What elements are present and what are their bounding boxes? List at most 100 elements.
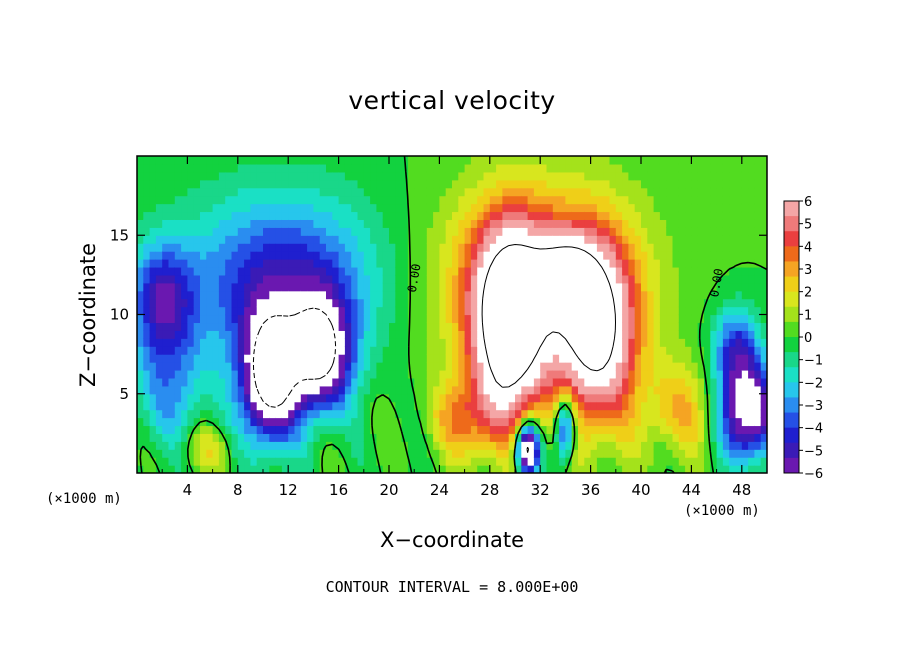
heat-cell <box>263 377 270 387</box>
heat-cell <box>344 195 352 205</box>
heat-cell <box>641 417 648 427</box>
heat-cell <box>300 187 308 197</box>
heat-cell <box>672 195 680 205</box>
heat-cell <box>174 251 182 260</box>
heat-cell <box>634 338 642 347</box>
heat-cell <box>326 369 333 379</box>
heat-cell <box>420 457 428 466</box>
heat-cell <box>231 330 239 339</box>
heat-cell <box>527 441 535 450</box>
heat-cell <box>754 306 762 316</box>
heat-cell <box>307 425 314 434</box>
heat-cell <box>225 441 233 450</box>
heat-cell <box>269 314 277 324</box>
heat-cell <box>666 274 674 284</box>
heat-cell <box>685 251 692 260</box>
heat-cell <box>155 251 163 260</box>
heat-cell <box>584 433 592 442</box>
heat-cell <box>603 377 611 387</box>
heat-cell <box>376 187 384 197</box>
heat-cell <box>300 449 308 458</box>
heat-cell <box>458 354 466 363</box>
heat-cell <box>546 314 554 324</box>
heat-cell <box>596 187 604 197</box>
heat-cell <box>647 417 655 427</box>
heat-cell <box>584 314 592 324</box>
heat-cell <box>470 457 478 466</box>
heat-cell <box>489 393 497 403</box>
heat-cell <box>729 441 737 450</box>
heat-cell <box>162 298 170 308</box>
heat-cell <box>363 449 371 458</box>
heat-cell <box>313 179 321 189</box>
heat-cell <box>634 290 642 300</box>
heat-cell <box>666 441 674 450</box>
heat-cell <box>162 362 170 371</box>
heat-cell <box>609 243 617 252</box>
heat-cell <box>722 393 730 403</box>
heat-cell <box>187 314 195 324</box>
heat-cell <box>250 227 258 236</box>
heat-cell <box>137 282 144 292</box>
heat-cell <box>470 282 478 292</box>
heat-cell <box>218 274 226 284</box>
heat-cell <box>420 266 428 276</box>
heat-cell <box>691 322 699 331</box>
heat-cell <box>187 362 195 371</box>
heat-cell <box>716 219 724 228</box>
heat-cell <box>565 425 573 434</box>
heat-cell <box>710 187 718 197</box>
heat-cell <box>212 314 220 324</box>
heat-cell <box>565 362 573 371</box>
heat-cell <box>748 227 755 236</box>
heat-cell <box>477 330 485 339</box>
heat-cell <box>666 259 674 268</box>
heat-cell <box>735 187 743 197</box>
heat-cell <box>244 338 251 347</box>
heat-cell <box>489 354 497 363</box>
heat-cell <box>571 322 579 331</box>
heat-cell <box>653 179 661 189</box>
heat-cell <box>615 441 623 450</box>
heat-cell <box>288 259 296 268</box>
heat-cell <box>401 171 409 181</box>
heat-cell <box>300 314 308 324</box>
heat-cell <box>389 211 396 220</box>
heat-cell <box>420 441 428 450</box>
heat-cell <box>584 266 592 276</box>
heat-cell <box>754 425 762 434</box>
heat-cell <box>155 409 163 419</box>
heat-cell <box>571 346 579 355</box>
heat-cell <box>477 235 485 244</box>
heat-cell <box>370 457 377 466</box>
heat-cell <box>729 433 737 442</box>
heat-cell <box>332 362 340 371</box>
heat-cell <box>445 219 453 228</box>
heat-cell <box>250 441 258 450</box>
heat-cell <box>281 235 289 244</box>
heat-cell <box>168 354 176 363</box>
heat-cell <box>678 290 686 300</box>
heat-cell <box>237 330 245 339</box>
heat-cell <box>571 203 579 213</box>
heat-cell <box>338 235 346 244</box>
heat-cell <box>155 203 163 213</box>
heat-cell <box>332 385 340 395</box>
heat-cell <box>741 251 749 260</box>
heat-cell <box>691 401 699 411</box>
heat-cell <box>678 385 686 395</box>
heat-cell <box>533 457 541 466</box>
heat-cell <box>697 441 705 450</box>
heat-cell <box>275 346 283 355</box>
heat-cell <box>218 195 226 205</box>
heat-cell <box>433 266 440 276</box>
heat-cell <box>754 465 762 473</box>
heat-cell <box>363 203 371 213</box>
heat-cell <box>609 259 617 268</box>
heat-cell <box>634 243 642 252</box>
heat-cell <box>300 259 308 268</box>
heat-cell <box>168 369 176 379</box>
heat-cell <box>332 306 340 316</box>
heat-cell <box>294 369 302 379</box>
